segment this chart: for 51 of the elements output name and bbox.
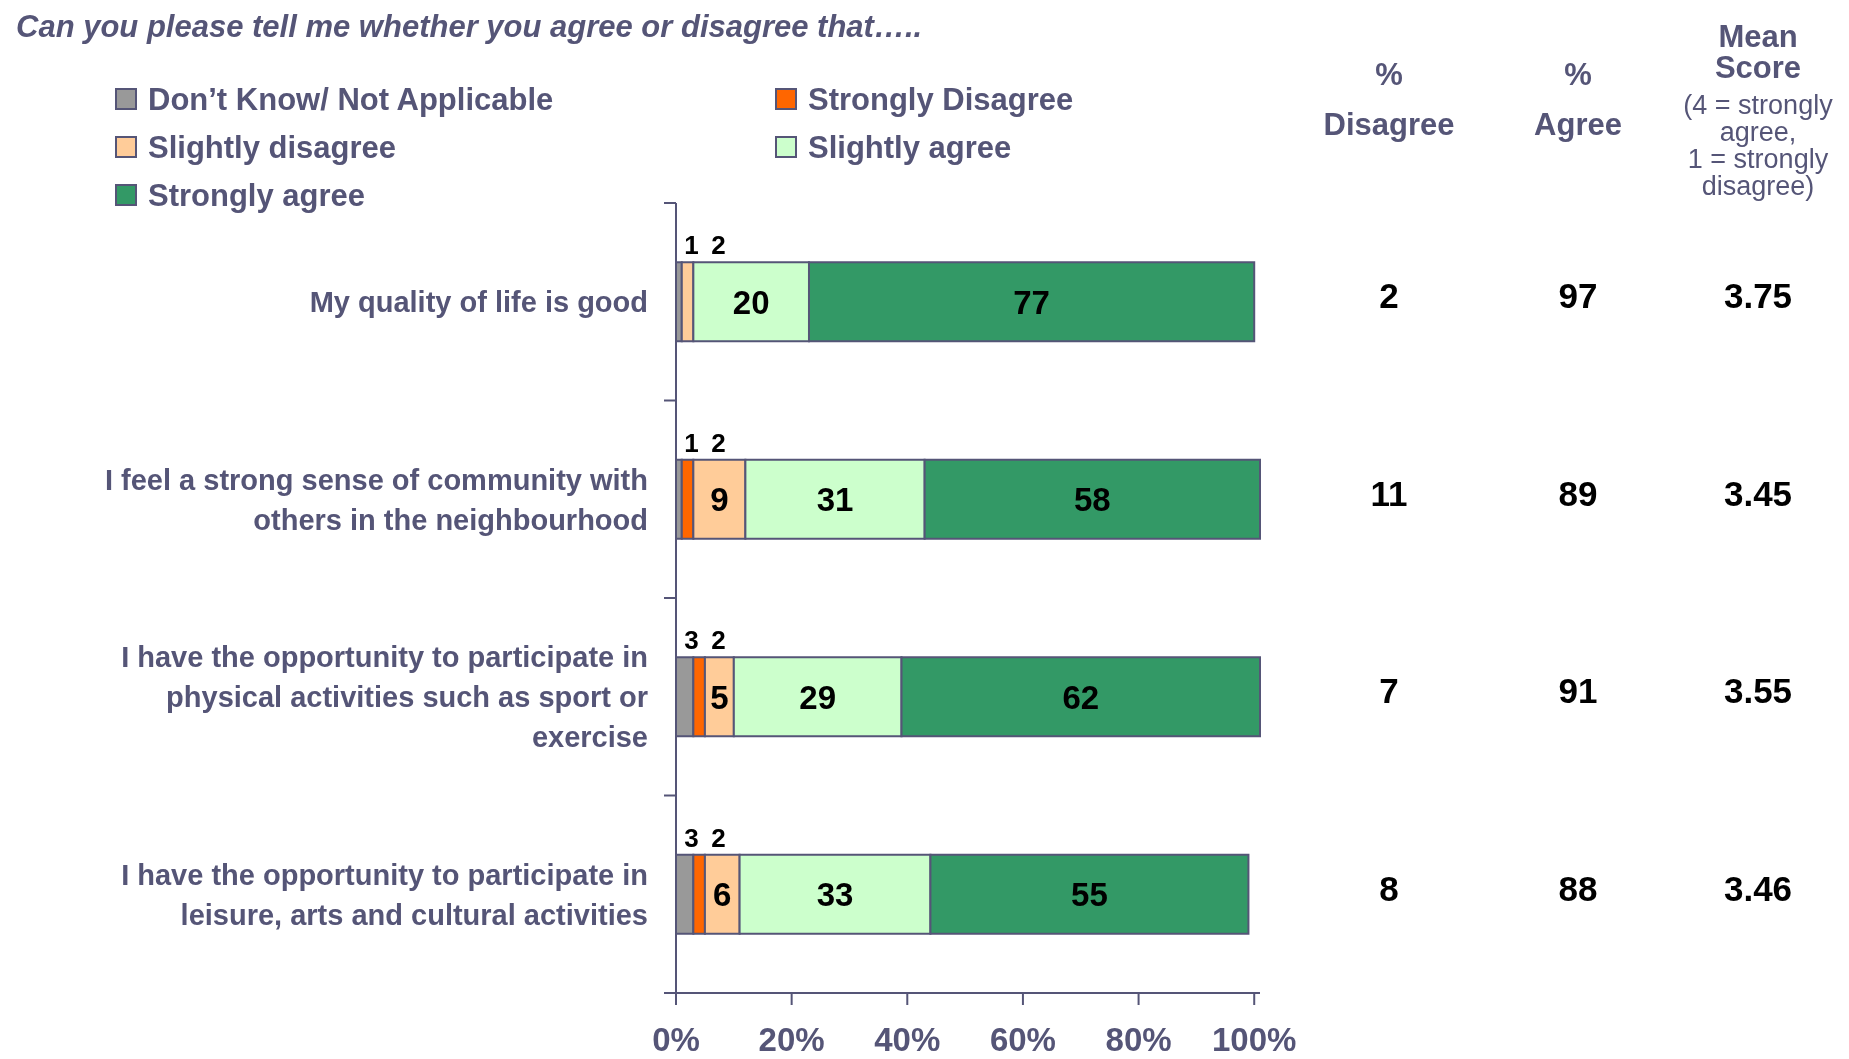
data-label: 3 [684, 625, 699, 656]
legend-label: Don’t Know/ Not Applicable [148, 82, 554, 118]
y-tick-label: My quality of life is good [309, 286, 648, 319]
data-label: 2 [711, 625, 726, 656]
y-tick-label: I feel a strong sense of community with others in the neighbourhood [104, 463, 648, 536]
text: 7 [1379, 671, 1399, 711]
data-label: 2 [711, 822, 726, 853]
legend-label: Strongly Disagree [808, 82, 1074, 118]
data-label: 2 [711, 427, 726, 458]
x-tick-label: 60% [989, 1021, 1056, 1058]
data-label: 31 [816, 481, 854, 519]
legend-label: Slightly agree [808, 130, 1012, 166]
x-tick-label: 0% [652, 1021, 700, 1058]
y-tick-label: I have the opportunity to participate in physical activities such as sport or exercise [121, 641, 648, 754]
text: 91 [1558, 671, 1598, 711]
text: 3.75 [1723, 276, 1793, 316]
data-label: 1 [684, 230, 699, 261]
text: 89 [1558, 473, 1598, 513]
x-tick-label: 40% [874, 1021, 941, 1058]
text: % Agree [1534, 56, 1622, 142]
data-label: 1 [684, 427, 699, 458]
data-label: 9 [710, 481, 729, 519]
data-label: 33 [816, 876, 854, 914]
data-label: 3 [684, 822, 699, 853]
x-tick-label: 80% [1105, 1021, 1172, 1058]
text: 8 [1379, 868, 1399, 908]
data-label: 77 [1013, 283, 1050, 321]
y-tick-label: I have the opportunity to participate in leisure, arts and cultural activities [121, 858, 648, 931]
data-label: 29 [799, 678, 837, 716]
legend-label: Slightly disagree [148, 130, 397, 166]
text: 88 [1558, 868, 1598, 908]
text: 11 [1370, 473, 1408, 513]
data-label: 62 [1062, 678, 1100, 716]
data-label: 5 [710, 678, 729, 716]
data-label: 20 [732, 283, 770, 321]
text: 97 [1558, 276, 1598, 316]
text: 3.55 [1723, 671, 1793, 711]
x-tick-label: 100% [1212, 1021, 1297, 1058]
data-label: 58 [1073, 481, 1111, 519]
text: 2 [1379, 276, 1399, 316]
x-tick-label: 20% [758, 1021, 825, 1058]
text: 3.46 [1723, 868, 1793, 908]
text: % Disagree [1323, 56, 1455, 142]
text: Mean Score [1714, 18, 1802, 85]
text: 3.45 [1723, 473, 1793, 513]
data-label: 2 [711, 230, 726, 261]
data-label: 6 [713, 876, 732, 914]
text: (4 = strongly agree, 1 = strongly disagree) [1683, 89, 1834, 201]
data-label: 55 [1071, 876, 1108, 914]
legend-label: Strongly agree [148, 178, 366, 214]
chart-title: Can you please tell me whether you agree or disagree that….. [16, 8, 923, 44]
